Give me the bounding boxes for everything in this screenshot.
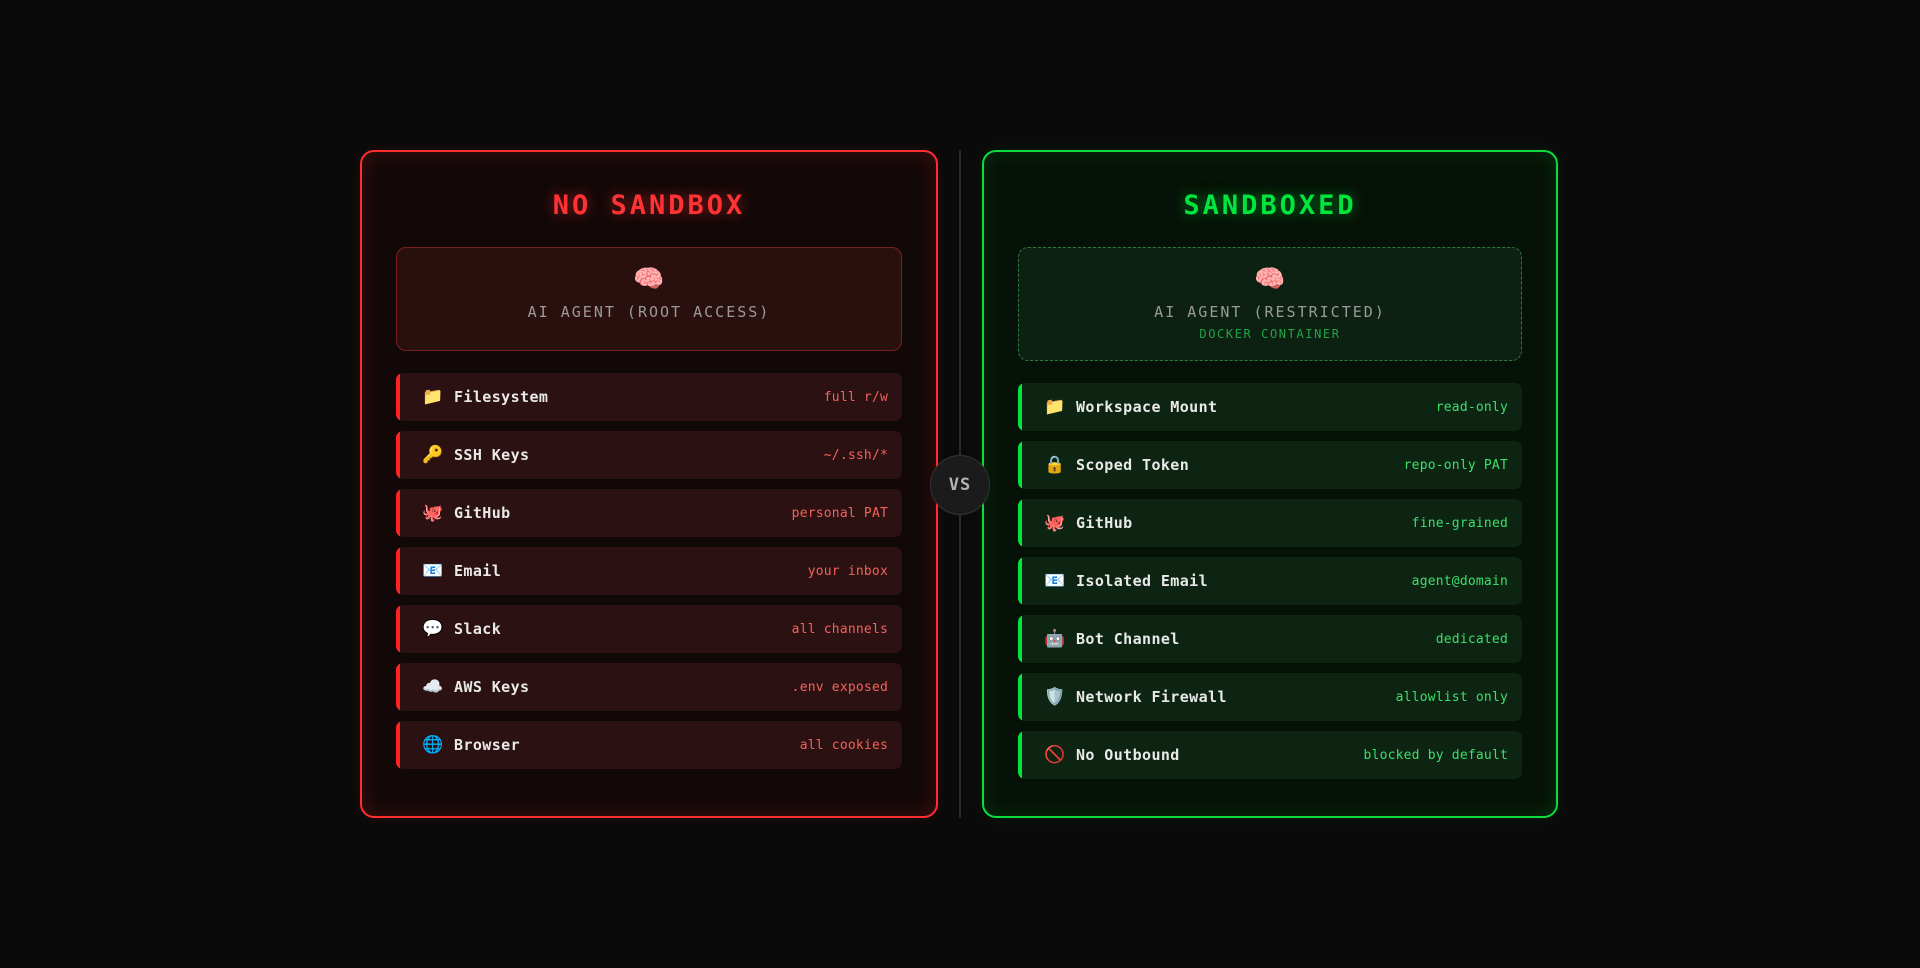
capability-row: 📁 Filesystem full r/w	[396, 373, 902, 421]
capability-value: read-only	[1435, 399, 1508, 415]
agent-sublabel-docker-container: DOCKER CONTAINER	[1199, 327, 1341, 341]
brain-emoji: 🧠	[1254, 264, 1286, 293]
capability-row: 🌐 Browser all cookies	[396, 721, 902, 769]
agent-label-root-access: AI AGENT (ROOT ACCESS)	[527, 303, 771, 321]
speech-bubble-icon: 💬	[422, 618, 444, 639]
capability-row: 📧 Isolated Email agent@domain	[1018, 557, 1522, 605]
capability-list-no-sandbox: 📁 Filesystem full r/w 🔑 SSH Keys ~/.ssh/* 🐙 Git…	[396, 373, 902, 769]
capability-row: 🛡️ Network Firewall allowlist only	[1018, 673, 1522, 721]
folder-icon: 📁	[1044, 396, 1066, 417]
capability-row: 🔑 SSH Keys ~/.ssh/*	[396, 431, 902, 479]
capability-value: ~/.ssh/*	[823, 447, 888, 463]
capability-label: Slack	[454, 620, 502, 638]
row-accent-bar	[396, 663, 400, 711]
row-accent-bar	[396, 721, 400, 769]
email-icon: 📧	[1044, 570, 1066, 591]
capability-row: ☁️ AWS Keys .env exposed	[396, 663, 902, 711]
row-accent-bar	[1018, 615, 1022, 663]
capability-label: Scoped Token	[1076, 456, 1190, 474]
capability-row: 🚫 No Outbound blocked by default	[1018, 731, 1522, 779]
panel-title-sandboxed: SANDBOXED	[1183, 190, 1357, 221]
capability-label: Isolated Email	[1076, 572, 1209, 590]
capability-value: full r/w	[823, 389, 888, 405]
row-accent-bar	[396, 431, 400, 479]
row-accent-bar	[1018, 731, 1022, 779]
octopus-icon: 🐙	[422, 502, 444, 523]
shield-icon: 🛡️	[1044, 686, 1066, 707]
capability-row: 📁 Workspace Mount read-only	[1018, 383, 1522, 431]
vs-badge: VS	[930, 455, 990, 515]
capability-list-sandboxed: 📁 Workspace Mount read-only 🔒 Scoped Token re…	[1018, 383, 1522, 779]
capability-label: Email	[454, 562, 502, 580]
capability-value: fine-grained	[1411, 515, 1508, 531]
row-accent-bar	[1018, 557, 1022, 605]
row-accent-bar	[396, 547, 400, 595]
capability-value: your inbox	[807, 563, 888, 579]
capability-label: Workspace Mount	[1076, 398, 1218, 416]
capability-row: 🐙 GitHub personal PAT	[396, 489, 902, 537]
capability-label: SSH Keys	[454, 446, 530, 464]
capability-value: dedicated	[1435, 631, 1508, 647]
capability-value: all cookies	[799, 737, 888, 753]
vs-badge-label: VS	[948, 475, 972, 495]
capability-row: 🔒 Scoped Token repo-only PAT	[1018, 441, 1522, 489]
email-icon: 📧	[422, 560, 444, 581]
capability-value: allowlist only	[1395, 689, 1508, 705]
row-accent-bar	[396, 489, 400, 537]
capability-value: repo-only PAT	[1403, 457, 1508, 473]
row-accent-bar	[1018, 673, 1022, 721]
capability-row: 📧 Email your inbox	[396, 547, 902, 595]
capability-value: agent@domain	[1411, 573, 1508, 589]
capability-value: all channels	[791, 621, 888, 637]
capability-label: Filesystem	[454, 388, 549, 406]
cloud-icon: ☁️	[422, 676, 444, 697]
capability-label: GitHub	[1076, 514, 1133, 532]
globe-icon: 🌐	[422, 734, 444, 755]
row-accent-bar	[1018, 499, 1022, 547]
capability-label: Browser	[454, 736, 521, 754]
key-icon: 🔑	[422, 444, 444, 465]
capability-value: blocked by default	[1363, 747, 1508, 763]
row-accent-bar	[1018, 383, 1022, 431]
row-accent-bar	[396, 605, 400, 653]
octopus-icon: 🐙	[1044, 512, 1066, 533]
prohibited-icon: 🚫	[1044, 744, 1066, 765]
row-accent-bar	[396, 373, 400, 421]
row-accent-bar	[1018, 441, 1022, 489]
capability-label: Bot Channel	[1076, 630, 1180, 648]
panel-sandboxed: SANDBOXED 🧠 AI AGENT (RESTRICTED) DOCKER…	[982, 150, 1558, 818]
folder-icon: 📁	[422, 386, 444, 407]
robot-icon: 🤖	[1044, 628, 1066, 649]
capability-label: GitHub	[454, 504, 511, 522]
lock-icon: 🔒	[1044, 454, 1066, 475]
capability-label: No Outbound	[1076, 746, 1180, 764]
brain-emoji: 🧠	[633, 264, 665, 293]
panel-no-sandbox: NO SANDBOX 🧠 AI AGENT (ROOT ACCESS) 📁 Fil…	[360, 150, 938, 818]
agent-label-restricted: AI AGENT (RESTRICTED)	[1154, 303, 1386, 321]
capability-row: 🤖 Bot Channel dedicated	[1018, 615, 1522, 663]
capability-label: Network Firewall	[1076, 688, 1227, 706]
panel-title-no-sandbox: NO SANDBOX	[552, 190, 746, 221]
capability-value: .env exposed	[791, 679, 888, 695]
capability-label: AWS Keys	[454, 678, 530, 696]
agent-box-root-access: 🧠 AI AGENT (ROOT ACCESS)	[396, 247, 902, 351]
capability-row: 💬 Slack all channels	[396, 605, 902, 653]
capability-value: personal PAT	[791, 505, 888, 521]
agent-box-restricted: 🧠 AI AGENT (RESTRICTED) DOCKER CONTAINER	[1018, 247, 1522, 361]
capability-row: 🐙 GitHub fine-grained	[1018, 499, 1522, 547]
